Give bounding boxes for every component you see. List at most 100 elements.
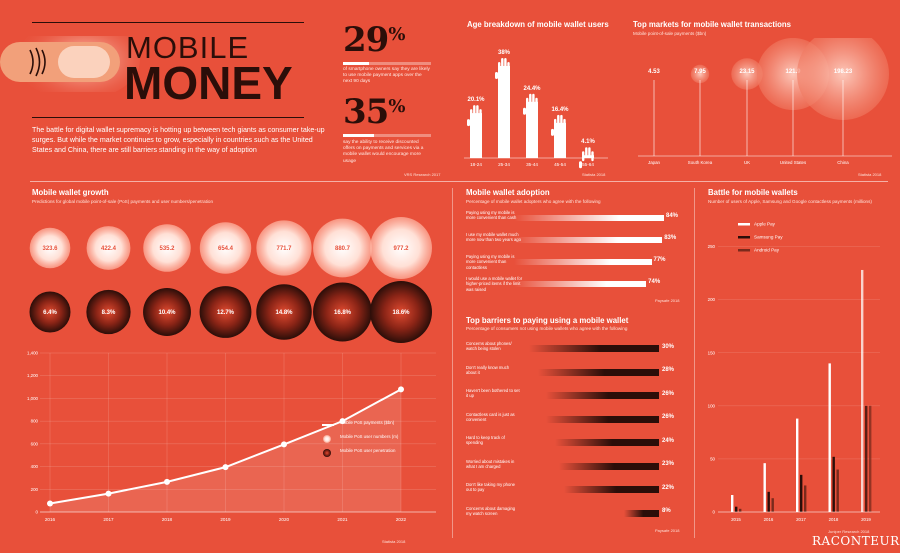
barriers-list: Concerns about phones/ watch being stole…	[466, 338, 686, 528]
stat-desc-1: of smartphone owners say they are likely…	[343, 67, 430, 85]
users-value-label: 422.4	[101, 246, 117, 252]
adoption-label: Paying using my mobile is more convenien…	[466, 210, 517, 221]
stat-value-2: 35%	[343, 92, 405, 132]
growth-xtick-label: 2020	[279, 517, 290, 522]
age-group-label: 55-64	[582, 162, 594, 167]
age-value-label: 16.4%	[551, 107, 569, 113]
age-thumb	[467, 119, 470, 127]
battle-bar-android-pay-2017	[804, 485, 807, 512]
barrier-label: Contactless card is just as convenient	[466, 411, 515, 422]
users-bubble-2018	[143, 224, 191, 272]
age-finger	[585, 147, 588, 158]
adoption-label: Paying using my mobile is more convenien…	[466, 254, 515, 270]
market-value-label: 4.53	[648, 69, 660, 75]
adoption-source: Paysafe 2018	[655, 298, 680, 303]
brand-logo: RACONTEUR	[812, 534, 900, 548]
stat-bar-track-1	[343, 62, 431, 65]
payments-point-2022	[398, 386, 404, 393]
header-rule-top	[32, 22, 304, 23]
battle-bar-android-pay-2018	[836, 469, 839, 512]
barrier-bar	[546, 392, 659, 399]
growth-ytick-label: 1,000	[27, 396, 39, 401]
adoption-row: I use my mobile wallet much more now tha…	[466, 230, 686, 250]
battle-xtick-label: 2019	[861, 517, 871, 522]
battle-legend-swatch	[738, 236, 750, 239]
age-finger	[591, 151, 594, 162]
battle-legend-swatch	[738, 249, 750, 252]
age-bar-18-24	[470, 113, 482, 158]
age-finger	[582, 151, 585, 162]
battle-bar-samsung-pay-2016	[767, 491, 770, 512]
adoption-row: I would use a mobile wallet for higher-p…	[466, 274, 686, 294]
battle-bar-apple-pay-2015	[731, 495, 734, 512]
battle-ytick-label: 100	[708, 403, 716, 408]
adoption-value: 84%	[666, 213, 679, 219]
adoption-bar	[514, 237, 663, 243]
battle-bar-samsung-pay-2015	[735, 506, 738, 512]
markets-chart: 4.53 Japan 7.95 South Korea 23.15 UK 121.9 Unit…	[638, 38, 892, 165]
battle-xtick-label: 2015	[731, 517, 741, 522]
market-value-label: 198.23	[834, 69, 853, 75]
growth-xtick-label: 2017	[103, 517, 114, 522]
barriers-source: Paysafe 2018	[655, 528, 680, 533]
users-bubble-2019	[199, 222, 252, 274]
adoption-value: 77%	[653, 257, 666, 263]
growth-subtitle: Predictions for global mobile point-of-s…	[32, 199, 214, 204]
market-value-label: 121.9	[785, 69, 801, 75]
adoption-bar	[514, 259, 652, 265]
age-chart: 20.1% 18-24 38% 25-34 24.4% 35-44 16.4% 45-54 4.…	[464, 50, 608, 169]
penetration-bubble-2019	[199, 286, 252, 338]
users-value-label: 654.4	[218, 246, 234, 252]
battle-ytick-label: 250	[708, 244, 716, 249]
growth-chart: 323.6 422.4 535.2 654.4 771.7 880.7 977.2 6.4% 8…	[27, 217, 436, 522]
age-thumb	[523, 107, 526, 115]
barrier-label: Haven't been bothered to set it up	[466, 388, 520, 399]
markets-title: Top markets for mobile wallet transactio…	[633, 20, 791, 29]
age-title: Age breakdown of mobile wallet users	[467, 20, 609, 29]
barrier-label: Concerns about damaging my watch screen	[466, 505, 516, 516]
battle-legend-label: Samsung Pay	[754, 235, 783, 240]
battle-title: Battle for mobile wallets	[708, 188, 798, 197]
divider-horizontal	[30, 181, 888, 182]
finger-icon	[0, 20, 140, 100]
barriers-title: Top barriers to paying using a mobile wa…	[466, 316, 629, 325]
battle-ytick-label: 150	[708, 350, 716, 355]
battle-bar-samsung-pay-2017	[800, 474, 803, 512]
battle-bar-apple-pay-2017	[796, 418, 799, 512]
adoption-row: Paying using my mobile is more convenien…	[466, 252, 686, 272]
age-finger	[473, 105, 476, 116]
page-title-line2: MONEY	[124, 57, 293, 109]
barrier-row: Concerns about damaging my watch screen 8…	[466, 503, 686, 525]
barrier-bar	[546, 415, 659, 423]
barrier-value: 30%	[662, 343, 675, 350]
payments-point-2021	[339, 418, 346, 425]
adoption-label: I use my mobile wallet much more now tha…	[466, 232, 521, 243]
age-finger	[557, 114, 560, 125]
payments-point-2018	[164, 478, 170, 485]
adoption-bar	[514, 281, 647, 287]
battle-bar-android-pay-2015	[739, 508, 742, 512]
penetration-value-label: 12.7%	[217, 310, 235, 316]
age-finger	[560, 114, 563, 125]
legend-penetration-label: Mobile PoS user penetration	[340, 448, 396, 453]
adoption-value: 83%	[664, 235, 677, 241]
battle-bar-android-pay-2019	[869, 405, 872, 512]
age-value-label: 20.1%	[467, 97, 485, 103]
stats-source: VRS Research 2017	[404, 172, 441, 177]
battle-legend-label: Apple Pay	[754, 222, 776, 227]
age-finger	[501, 58, 504, 68]
age-bar-55-64	[582, 155, 594, 158]
penetration-value-label: 10.4%	[158, 310, 176, 316]
age-bar-45-54	[554, 122, 566, 158]
growth-xtick-label: 2019	[220, 517, 231, 522]
legend-penetration-swatch	[323, 449, 331, 457]
finger-illustration	[0, 20, 140, 100]
stat-bar-fill-2	[343, 134, 374, 137]
stat-bar-track-2	[343, 134, 431, 137]
battle-xtick-label: 2016	[764, 517, 774, 522]
age-bar-25-34	[498, 66, 510, 158]
barrier-value: 22%	[662, 484, 675, 491]
divider-vertical-2	[694, 188, 695, 538]
growth-ytick-label: 1,400	[27, 351, 39, 356]
stat-desc-2: say the ability to receive discounted of…	[343, 140, 424, 164]
